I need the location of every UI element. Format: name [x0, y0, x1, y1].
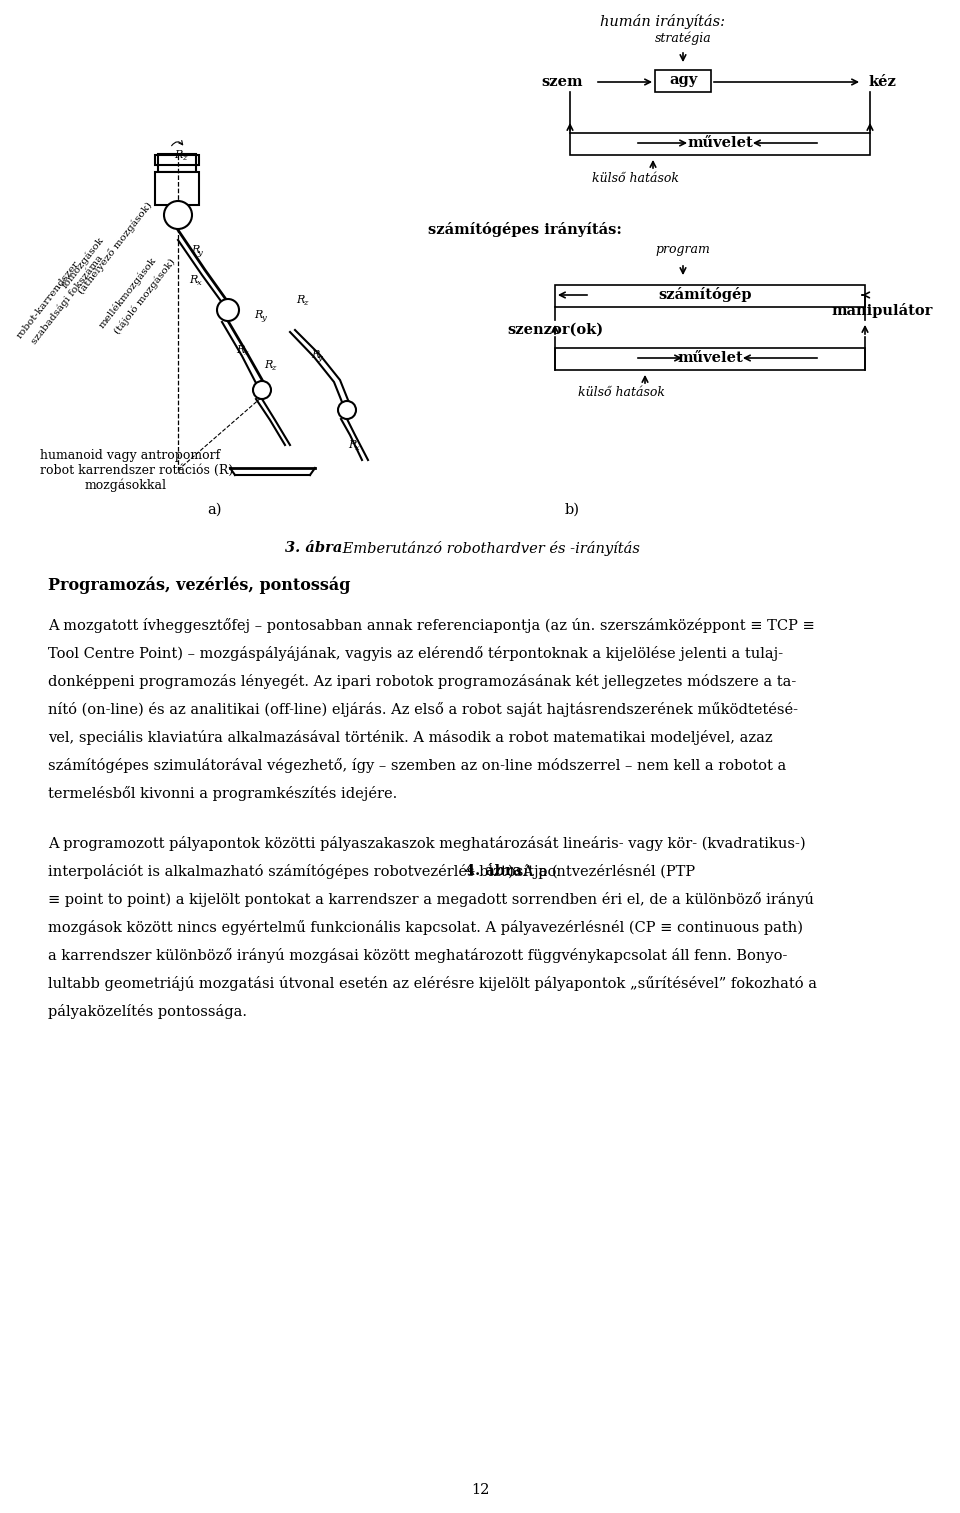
Text: ). A pontvezérlésnél (PTP: ). A pontvezérlésnél (PTP — [508, 864, 695, 879]
Text: manipulátor: manipulátor — [831, 303, 933, 318]
Text: számítógépes irányítás:: számítógépes irányítás: — [428, 222, 622, 238]
Text: A mozgatott ívheggesztőfej – pontosabban annak referenciapontja (az ún. szerszám: A mozgatott ívheggesztőfej – pontosabban… — [48, 617, 815, 632]
Text: művelet: művelet — [677, 351, 743, 365]
Text: a karrendszer különböző irányú mozgásai között meghatározott függvénykapcsolat á: a karrendszer különböző irányú mozgásai … — [48, 949, 787, 962]
Text: szabadsági fokszáma: szabadsági fokszáma — [30, 253, 106, 346]
Text: y: y — [318, 354, 323, 362]
Text: humán irányítás:: humán irányítás: — [600, 14, 725, 29]
Text: lultabb geometriájú mozgatási útvonal esetén az elérésre kijelölt pályapontok „s: lultabb geometriájú mozgatási útvonal es… — [48, 976, 817, 991]
Text: nító (on-line) és az analitikai (off-line) eljárás. Az első a robot saját hajtás: nító (on-line) és az analitikai (off-lin… — [48, 702, 798, 717]
Text: robot karrendszer rotációs (R): robot karrendszer rotációs (R) — [40, 463, 233, 477]
Text: R: R — [174, 150, 182, 160]
Text: Tool Centre Point) – mozgáspályájának, vagyis az elérendő térpontoknak a kijelöl: Tool Centre Point) – mozgáspályájának, v… — [48, 646, 783, 661]
Text: humanoid vagy antropomorf: humanoid vagy antropomorf — [40, 448, 220, 461]
Text: x: x — [354, 443, 359, 452]
Text: főmozgások: főmozgások — [60, 235, 107, 290]
Text: számítógép: számítógép — [659, 287, 752, 303]
Text: agy: agy — [669, 73, 697, 88]
Text: számítógépes szimulátorával végezhető, így – szemben az on-line módszerrel – nem: számítógépes szimulátorával végezhető, í… — [48, 758, 786, 773]
Text: 4. ábra: 4. ábra — [466, 864, 522, 878]
Text: 12: 12 — [470, 1483, 490, 1496]
Circle shape — [164, 201, 192, 228]
Text: mozgásokkal: mozgásokkal — [85, 478, 167, 492]
FancyBboxPatch shape — [155, 172, 199, 204]
Text: művelet: művelet — [687, 136, 753, 150]
Text: z: z — [302, 300, 307, 307]
Text: program: program — [656, 244, 710, 257]
Text: Emberutánzó robothardver és -irányítás: Emberutánzó robothardver és -irányítás — [338, 540, 640, 555]
Text: (tájoló mozgások): (tájoló mozgások) — [113, 257, 178, 336]
Circle shape — [217, 300, 239, 321]
Text: R: R — [348, 440, 356, 449]
Text: vel, speciális klaviatúra alkalmazásával történik. A második a robot matematikai: vel, speciális klaviatúra alkalmazásával… — [48, 729, 773, 744]
Text: külső hatások: külső hatások — [591, 171, 679, 185]
Text: R: R — [236, 345, 244, 356]
Circle shape — [338, 401, 356, 419]
Text: a): a) — [207, 502, 223, 517]
Text: y: y — [198, 250, 203, 257]
Text: kéz: kéz — [868, 76, 896, 89]
Text: R: R — [311, 350, 319, 360]
Text: A programozott pályapontok közötti pályaszakaszok meghatározását lineáris- vagy : A programozott pályapontok közötti pálya… — [48, 837, 805, 850]
Text: mellékmozgások: mellékmozgások — [98, 256, 158, 330]
Text: pályaközelítés pontossága.: pályaközelítés pontossága. — [48, 1005, 247, 1018]
Text: R: R — [253, 310, 262, 321]
Text: robot-karrendszer: robot-karrendszer — [15, 259, 81, 340]
Text: külső hatások: külső hatások — [579, 386, 665, 399]
Text: stratégia: stratégia — [655, 32, 711, 45]
Text: R: R — [264, 360, 273, 371]
Text: Programozás, vezérlés, pontosság: Programozás, vezérlés, pontosság — [48, 576, 350, 593]
Text: interpolációt is alkalmazható számítógépes robotvezérlés biztosítja (: interpolációt is alkalmazható számítógép… — [48, 864, 558, 879]
Text: szenzor(ok): szenzor(ok) — [507, 322, 603, 337]
Circle shape — [253, 381, 271, 399]
Text: R: R — [189, 275, 197, 284]
Text: donképpeni programozás lényegét. Az ipari robotok programozásának két jellegzete: donképpeni programozás lényegét. Az ipar… — [48, 673, 796, 688]
Text: termelésből kivonni a programkészítés idejére.: termelésből kivonni a programkészítés id… — [48, 785, 397, 800]
Text: R: R — [191, 245, 199, 256]
Text: z: z — [181, 154, 186, 162]
Text: x: x — [244, 350, 249, 357]
Text: y: y — [262, 315, 266, 322]
Text: x: x — [197, 278, 202, 287]
Text: szem: szem — [541, 76, 583, 89]
Text: z: z — [271, 365, 276, 372]
Text: b): b) — [564, 502, 580, 517]
Text: mozgások között nincs egyértelmű funkcionális kapcsolat. A pályavezérlésnél (CP : mozgások között nincs egyértelmű funkcio… — [48, 920, 803, 935]
Text: ≡ point to point) a kijelölt pontokat a karrendszer a megadott sorrendben éri el: ≡ point to point) a kijelölt pontokat a … — [48, 893, 814, 906]
Text: (áthelyező mozgások): (áthelyező mozgások) — [76, 200, 154, 297]
Text: 3. ábra: 3. ábra — [285, 542, 343, 555]
Text: R: R — [296, 295, 304, 306]
